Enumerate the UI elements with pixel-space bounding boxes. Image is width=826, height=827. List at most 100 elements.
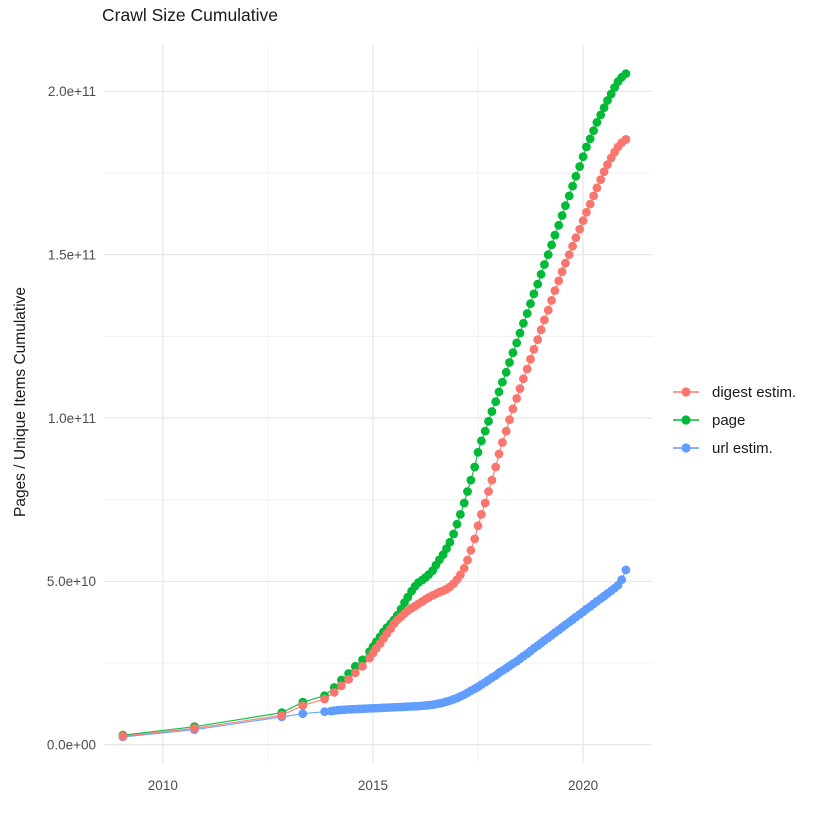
data-point [578,152,588,162]
data-point [358,661,367,671]
data-point [522,364,532,374]
data-point [508,348,518,358]
data-point [621,135,631,144]
y-axis-title: Pages / Unique Items Cumulative [12,286,29,518]
y-tick-label: 1.5e+11 [48,248,96,263]
data-point [277,710,287,720]
data-point [536,269,546,279]
x-tick-label: 2015 [358,778,388,793]
data-point [320,694,329,704]
data-point [350,668,360,678]
data-point [473,521,483,531]
data-point [561,258,570,268]
data-point [298,701,308,710]
data-point [575,162,585,171]
gridlines-minor [104,45,652,763]
data-point [550,230,560,240]
data-point [606,89,616,99]
data-point [484,487,493,496]
legend-label: digest estim. [712,384,796,401]
data-point [466,475,476,485]
data-point [557,267,567,277]
data-point [505,358,514,367]
data-point [480,426,490,436]
data-point [599,167,609,177]
data-point [473,447,483,457]
data-point [463,555,472,565]
data-point [561,201,570,211]
data-point [617,575,627,585]
data-point [501,426,511,436]
data-point [578,216,588,226]
data-point [533,335,543,344]
data-point [571,171,581,181]
data-point [585,199,595,209]
chart-title: Crawl Size Cumulative [102,5,279,25]
data-point [575,224,585,234]
data-point [477,436,486,446]
data-point [533,279,543,289]
data-point [449,529,458,539]
legend-key-point [681,443,691,453]
data-point [512,338,522,348]
data-point [512,394,522,403]
legend-item-page: page [673,412,745,429]
y-tick-label: 0.0e+00 [47,738,96,753]
data-point [540,315,549,325]
data-point [592,118,602,127]
y-axis-tick-labels: 0.0e+00 5.0e+10 1.0e+11 1.5e+11 2.0e+11 [47,84,96,752]
data-point [320,707,329,717]
data-point [358,655,367,665]
data-point [536,325,546,335]
series-url-estim [118,565,631,742]
legend-key-point [681,387,691,397]
data-point [554,220,564,230]
data-point [505,415,514,425]
data-point [529,345,539,354]
data-point [519,374,528,384]
data-point [470,462,480,472]
data-point [463,487,472,496]
data-point [190,724,199,733]
x-tick-label: 2010 [148,778,178,793]
data-point [540,260,549,269]
data-point [543,305,553,315]
data-point [470,534,480,544]
data-point [550,286,560,295]
y-tick-label: 5.0e+10 [47,574,96,589]
data-point [445,537,455,547]
data-point [344,675,353,684]
data-point [480,498,490,508]
data-point [547,240,556,250]
data-point [603,160,612,170]
y-tick-label: 1.0e+11 [48,411,96,426]
data-point [585,134,595,144]
data-point [592,183,602,193]
data-point [599,103,609,113]
data-point [498,377,507,387]
data-point [484,416,493,426]
data-point [329,688,339,697]
data-point [564,191,574,201]
data-point [582,142,591,152]
data-point [487,475,497,485]
data-point [508,404,518,414]
data-point [456,510,465,519]
data-point [477,510,486,519]
data-point [519,318,528,328]
legend-key-point [681,415,691,425]
data-point [298,709,308,719]
legend: digest estim. page url estim. [673,384,796,457]
x-axis-tick-labels: 2010 2015 2020 [148,778,598,793]
data-point [491,462,501,472]
data-point [526,299,535,309]
legend-label: url estim. [712,440,773,457]
data-point [529,289,539,299]
data-point [589,126,598,135]
data-point [491,397,501,407]
data-point [459,498,469,508]
data-point [547,296,556,305]
data-point [350,661,360,671]
